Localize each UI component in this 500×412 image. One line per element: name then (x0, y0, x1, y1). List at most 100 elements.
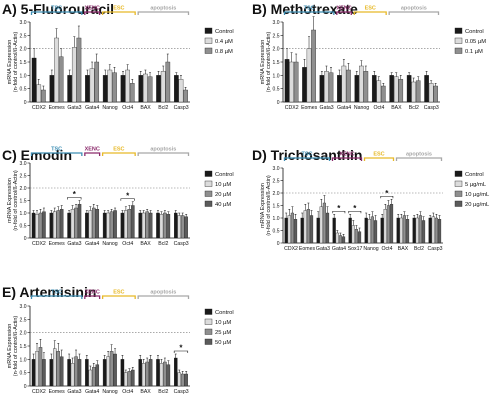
group-bracket-tsc (30, 295, 83, 299)
bar (376, 80, 382, 103)
group-label-tsc: TSC (304, 6, 315, 12)
x-tick-label: Eomes (49, 241, 66, 247)
legend-label: Control (215, 29, 234, 35)
x-tick-label: Bcl2 (158, 105, 168, 111)
group-label-xenc: XENC (85, 147, 100, 153)
legend-swatch (204, 170, 213, 177)
bar (92, 207, 96, 239)
bar (113, 210, 117, 239)
bar (70, 209, 75, 239)
legend-swatch (454, 47, 463, 54)
bar (107, 69, 113, 103)
bar (364, 217, 368, 244)
bar (418, 215, 422, 244)
legend-label: 0.1 µM (465, 49, 483, 55)
bar (56, 351, 61, 387)
bar (324, 71, 329, 103)
y-tick-label: 0.5 (20, 224, 27, 230)
legend-swatch (204, 328, 213, 335)
bar (102, 212, 107, 239)
significance-bracket (348, 210, 362, 214)
bar (290, 212, 294, 244)
y-tick-label: 1.5 (20, 60, 27, 66)
bar (94, 61, 100, 103)
y-axis-sublabel: (n-fold of control/ß-Actin) (266, 175, 272, 236)
bar (58, 56, 64, 103)
panel-title: D) Trichosanthin (252, 147, 362, 163)
group-label-tsc: TSC (51, 290, 62, 296)
bar (42, 359, 46, 387)
bar (428, 217, 432, 244)
bar (109, 351, 114, 387)
bar (405, 219, 410, 244)
y-tick-label: 0 (24, 384, 27, 390)
legend-label: 25 µM (215, 330, 231, 336)
bar (127, 209, 132, 239)
bar (95, 209, 100, 239)
bar (351, 225, 355, 244)
legend-label: 10 µg/mL (465, 192, 490, 198)
bar (284, 59, 290, 103)
bar (178, 79, 184, 103)
y-tick-label: 2.5 (273, 33, 280, 39)
x-tick-label: Eomes (49, 105, 66, 111)
y-tick-label: 3.0 (20, 161, 27, 167)
legend-swatch (204, 180, 213, 187)
x-tick-label: Oct4 (373, 105, 384, 111)
x-tick-label: Nanog (102, 105, 117, 111)
y-axis-sublabel: (n-fold of control/ß-Actin) (266, 32, 272, 93)
y-axis-label: mRNA Expression (260, 183, 266, 228)
x-tick-label: Nanog (102, 389, 117, 395)
bar (306, 209, 310, 244)
bar (77, 204, 82, 239)
bar (381, 85, 386, 103)
bar (88, 369, 93, 387)
y-tick-label: 1.0 (273, 216, 280, 222)
bar (433, 85, 438, 103)
y-tick-label: 1.0 (20, 73, 27, 79)
bar (31, 212, 36, 239)
y-tick-label: 2.5 (273, 179, 280, 185)
group-bracket-xenc (84, 295, 101, 299)
bar (383, 209, 387, 244)
group-label-xenc: XENC (336, 6, 351, 12)
bar (406, 75, 412, 103)
x-tick-label: Gata3 (67, 241, 81, 247)
bar (325, 212, 330, 244)
bar (166, 364, 171, 387)
bar (131, 205, 135, 239)
y-tick-label: 0 (24, 236, 27, 242)
bar (38, 347, 43, 387)
bar (415, 217, 419, 244)
legend-swatch (204, 200, 213, 207)
bar (160, 71, 166, 103)
y-tick-label: 0.5 (20, 371, 27, 377)
bar (113, 353, 117, 387)
bar (421, 220, 426, 244)
x-tick-label: Gata3 (67, 105, 81, 111)
group-label-xenc: XENC (85, 290, 100, 296)
bar (141, 363, 146, 387)
group-label-apoptosis: apoptosis (150, 6, 176, 12)
bar (177, 215, 181, 239)
y-tick-label: 0.5 (20, 87, 27, 93)
panel-1: B) Methotrexate mRNA Expression (n-fold of… (252, 1, 486, 111)
x-tick-label: BAX (391, 105, 402, 111)
bar (289, 61, 294, 103)
bar (159, 363, 164, 387)
group-bracket-apoptosis (137, 295, 190, 299)
bar (437, 219, 442, 244)
bar (316, 217, 320, 244)
bar (354, 75, 360, 103)
panel-title: B) Methotrexate (252, 1, 358, 17)
y-tick-label: 1.0 (273, 73, 280, 79)
bar (415, 80, 421, 103)
y-tick-label: 2.0 (20, 47, 27, 53)
group-label-tsc: TSC (302, 152, 313, 158)
group-bracket-esc (363, 157, 395, 161)
x-tick-label: Bcl2 (409, 105, 419, 111)
y-tick-label: 0.5 (273, 229, 280, 235)
x-tick-label: Bcl2 (158, 241, 168, 247)
x-tick-label: Gata4 (332, 246, 346, 252)
x-tick-label: Gata3 (316, 246, 330, 252)
